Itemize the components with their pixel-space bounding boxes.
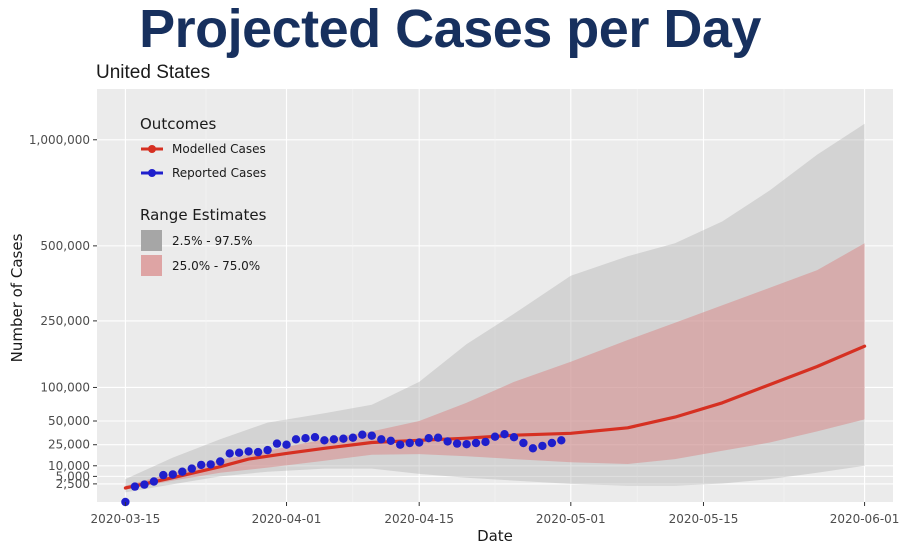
reported-cases-point-32 xyxy=(424,434,433,443)
y-axis-title: Number of Cases xyxy=(8,233,26,362)
reported-cases-point-13 xyxy=(244,447,253,456)
y-tick-label-2: 10,000 xyxy=(48,459,90,473)
reported-cases-point-14 xyxy=(253,447,263,457)
legend: Outcomes Modelled Cases Reported Cases R… xyxy=(140,115,267,276)
chart-subtitle: United States xyxy=(96,62,211,83)
reported-cases-point-27 xyxy=(377,435,386,444)
reported-cases-point-18 xyxy=(291,435,301,444)
x-tick-label-2: 2020-04-15 xyxy=(384,512,454,526)
reported-cases-point-41 xyxy=(509,433,519,442)
x-tick-label-5: 2020-06-01 xyxy=(830,512,900,526)
reported-cases-point-19 xyxy=(301,434,310,443)
legend-outer-swatch xyxy=(141,230,162,251)
range-bands xyxy=(125,123,865,493)
x-tick-label-0: 2020-03-15 xyxy=(91,512,161,526)
reported-cases-point-7 xyxy=(187,464,196,473)
y-tick-label-7: 500,000 xyxy=(40,239,90,253)
x-tick-label-3: 2020-05-01 xyxy=(536,512,606,526)
y-tick-label-3: 25,000 xyxy=(48,438,90,452)
y-tick-label-6: 250,000 xyxy=(40,314,90,328)
y-tick-label-4: 50,000 xyxy=(48,414,90,428)
legend-outer-label: 2.5% - 97.5% xyxy=(172,234,253,248)
reported-cases-point-28 xyxy=(386,436,395,445)
reported-cases-point-34 xyxy=(443,437,452,446)
page-title: Projected Cases per Day xyxy=(139,0,761,59)
reported-cases-point-22 xyxy=(329,435,339,444)
band-inner xyxy=(125,243,865,490)
reported-cases-point-35 xyxy=(452,439,462,448)
reported-cases-point-46 xyxy=(557,436,566,445)
reported-cases-point-9 xyxy=(206,460,215,469)
legend-range-title: Range Estimates xyxy=(140,206,267,224)
reported-cases-point-4 xyxy=(159,470,168,480)
reported-cases-point-24 xyxy=(348,433,358,442)
legend-modelled-label: Modelled Cases xyxy=(172,142,266,156)
reported-cases-point-37 xyxy=(471,438,481,448)
reported-cases-point-17 xyxy=(282,440,291,449)
x-tick-label-1: 2020-04-01 xyxy=(252,512,322,526)
reported-cases-point-1 xyxy=(130,482,140,491)
y-tick-label-8: 1,000,000 xyxy=(29,133,90,147)
x-axis: 2020-03-15 2020-04-01 2020-04-15 2020-05-01… xyxy=(91,502,900,526)
legend-inner-label: 25.0% - 75.0% xyxy=(172,259,260,273)
reported-cases-point-11 xyxy=(225,449,234,458)
reported-cases-point-6 xyxy=(178,467,187,476)
reported-cases-point-44 xyxy=(538,441,547,451)
reported-cases-point-2 xyxy=(140,480,149,489)
modelled-cases-line xyxy=(123,344,867,490)
reported-cases-point-31 xyxy=(415,438,424,447)
reported-cases-point-15 xyxy=(263,445,272,455)
y-tick-label-0: 2,500 xyxy=(56,477,90,491)
reported-cases-point-21 xyxy=(320,436,329,445)
legend-inner-swatch xyxy=(141,255,162,276)
reported-cases-point-20 xyxy=(310,433,320,442)
x-axis-title: Date xyxy=(477,527,513,545)
reported-cases-point-8 xyxy=(197,460,206,470)
reported-cases-point-43 xyxy=(528,444,538,453)
legend-reported-dot xyxy=(148,169,156,177)
reported-cases-point-23 xyxy=(339,434,348,443)
legend-outcomes-title: Outcomes xyxy=(140,115,216,133)
reported-cases-point-25 xyxy=(358,430,367,439)
y-tick-label-1: 5,000 xyxy=(56,469,90,483)
reported-cases-point-26 xyxy=(367,431,376,440)
legend-modelled-dot xyxy=(148,145,156,153)
x-tick-label-4: 2020-05-15 xyxy=(669,512,739,526)
y-tick-label-5: 100,000 xyxy=(40,380,90,394)
reported-cases-point-38 xyxy=(481,437,490,447)
reported-cases-point-29 xyxy=(396,440,405,449)
reported-cases-point-42 xyxy=(519,438,528,448)
reported-cases-point-39 xyxy=(490,432,500,441)
reported-cases-point-40 xyxy=(500,430,509,439)
reported-cases-point-10 xyxy=(216,457,225,466)
reported-cases-point-5 xyxy=(168,470,177,479)
reported-cases-point-12 xyxy=(234,448,244,457)
reported-cases-point-30 xyxy=(405,438,414,448)
reported-cases-point-3 xyxy=(149,477,159,486)
legend-reported-label: Reported Cases xyxy=(172,166,266,180)
reported-cases-point-33 xyxy=(433,433,443,442)
reported-cases-point-16 xyxy=(272,439,282,448)
data-series xyxy=(121,344,867,507)
reported-cases-point-45 xyxy=(547,438,557,448)
reported-cases-point-36 xyxy=(462,440,471,449)
